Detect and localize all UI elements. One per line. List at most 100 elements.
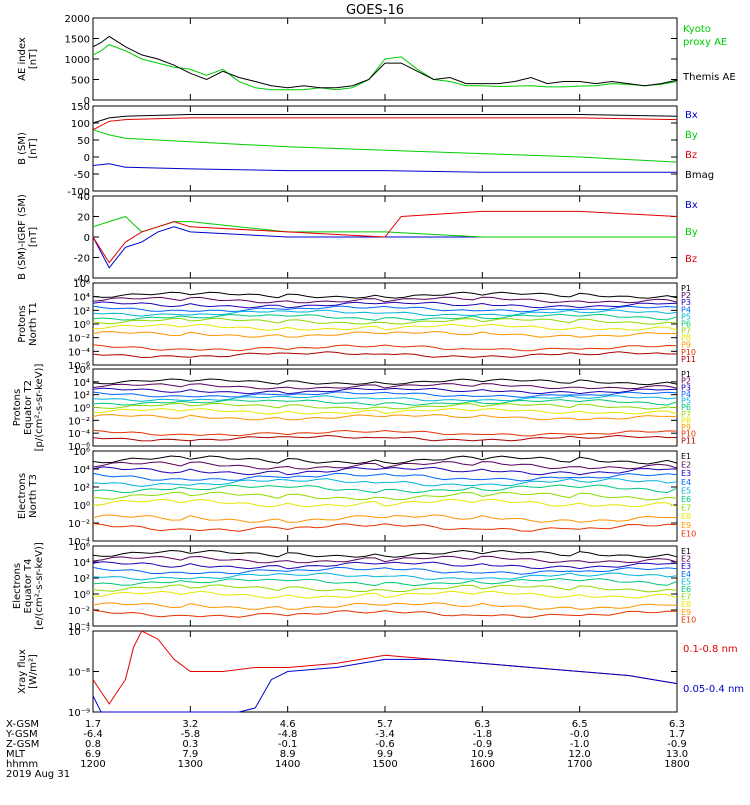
flux-line-7	[92, 590, 678, 599]
legend-item: E6	[681, 585, 691, 594]
y-axis-label: Protons	[12, 389, 23, 426]
legend-item: P2	[681, 291, 691, 300]
ephemeris-value: 13.0	[666, 749, 688, 760]
legend-item: E5	[681, 486, 691, 495]
y-axis-label: Protons	[17, 305, 28, 342]
y-tick-label: 10⁻⁸	[68, 668, 90, 679]
y-axis-label: AE index	[17, 37, 28, 81]
flux-line-8	[92, 514, 678, 523]
flux-line-4	[92, 572, 678, 581]
y-tick-label: 10⁻⁴	[68, 347, 90, 358]
series-line-1	[92, 215, 677, 238]
y-tick-label: 10⁻²	[68, 606, 90, 617]
y-tick-label: -20	[74, 254, 90, 265]
y-tick-label: 500	[71, 76, 90, 87]
panel-3: 10⁶ 10⁴ 10² 10⁰ 10⁻² 10⁻⁴ 10⁻⁶ Protons North T1 P…	[17, 279, 696, 372]
ephemeris-value: 5.7	[377, 719, 393, 730]
y-tick-label: 10⁻⁴	[68, 429, 90, 440]
flux-line-2	[92, 466, 678, 476]
flux-line-10	[92, 434, 678, 442]
y-axis-label: [nT]	[28, 227, 39, 247]
ephemeris-value: -1.0	[570, 739, 590, 750]
series-line-1	[92, 35, 678, 89]
flux-line-5	[92, 484, 678, 494]
legend-item: E8	[681, 512, 691, 521]
panel-0: 2000 1500 1000 500 0 AE index [nT]	[17, 14, 678, 107]
y-tick-label: -40	[74, 274, 90, 285]
series-line-0	[92, 226, 677, 269]
panel-7: 10⁻⁷ 10⁻⁸ 10⁻⁹ Xray flux [W/m²]	[17, 627, 678, 719]
flux-line-7	[92, 498, 678, 508]
y-tick-label: 10⁻⁶	[68, 442, 90, 453]
ephemeris-value: 0.3	[182, 739, 198, 750]
y-tick-label: 100	[71, 119, 90, 130]
flux-line-8	[92, 330, 678, 338]
flux-line-2	[92, 561, 678, 570]
legend-item: By	[685, 227, 698, 238]
flux-line-9	[92, 609, 678, 618]
legend-item: proxy AE	[683, 37, 727, 48]
legend-item: E10	[681, 615, 696, 624]
legend-item: Bz	[685, 150, 697, 161]
y-tick-label: 150	[71, 102, 90, 113]
series-line-1	[92, 129, 678, 163]
ephemeris-date: 2019 Aug 31	[6, 769, 70, 780]
ephemeris-value: 10.9	[471, 749, 493, 760]
y-axis-label: B (SM)-IGRF (SM)	[17, 194, 28, 280]
flux-line-3	[92, 391, 678, 398]
legend-item: P6	[681, 403, 691, 412]
ephemeris-value: 1400	[275, 759, 300, 770]
legend-item: P9	[681, 423, 691, 432]
ephemeris-row-label: X-GSM	[6, 719, 39, 730]
legend-item: E7	[681, 504, 691, 513]
y-tick-label: 0	[84, 233, 90, 244]
y-axis-label: Electrons	[17, 473, 28, 519]
legend-item: P7	[681, 327, 691, 336]
ephemeris-value: 1800	[664, 759, 689, 770]
legend-item: E9	[681, 521, 691, 530]
y-axis-label: [p/(cm²-s-sr-keV)]	[34, 364, 45, 452]
y-tick-label: 10⁰	[73, 320, 90, 331]
legend-item: E3	[681, 562, 691, 571]
y-tick-label: 10²	[73, 391, 90, 402]
y-tick-label: 10²	[73, 483, 90, 494]
y-tick-label: 10⁶	[73, 447, 90, 458]
flux-line-5	[92, 313, 678, 321]
y-tick-label: -50	[74, 170, 90, 181]
y-tick-label: 0	[84, 96, 90, 107]
flux-line-1	[92, 555, 678, 564]
y-tick-label: 10⁴	[73, 378, 90, 389]
ephemeris-value: -0.9	[667, 739, 687, 750]
legend-item: E8	[681, 600, 691, 609]
legend-item: Bmag	[685, 170, 714, 181]
ephemeris-value: -0.9	[473, 739, 493, 750]
ephemeris-row-label: Y-GSM	[5, 729, 38, 740]
ephemeris-row-label: hhmm	[6, 759, 38, 770]
flux-line-1	[92, 296, 678, 304]
ephemeris-value: 1.7	[85, 719, 101, 730]
ephemeris-value: 9.9	[377, 749, 393, 760]
y-tick-label: 2000	[65, 14, 90, 25]
ephemeris-value: 6.3	[669, 719, 685, 730]
legend-item: E2	[681, 461, 691, 470]
y-tick-label: 10⁴	[73, 293, 90, 304]
y-tick-label: 10⁰	[73, 590, 90, 601]
ephemeris-value: -4.8	[278, 729, 298, 740]
ephemeris-value: -0.1	[278, 739, 298, 750]
legend-item: P4	[681, 305, 691, 314]
flux-line-4	[92, 309, 678, 317]
series-line-2	[92, 210, 678, 264]
y-tick-label: 40	[77, 192, 90, 203]
ephemeris-value: 1300	[178, 759, 203, 770]
ephemeris-value: 1600	[470, 759, 495, 770]
legend-item: P2	[681, 377, 691, 386]
y-tick-label: 10⁶	[73, 542, 90, 553]
flux-line-3	[92, 305, 678, 313]
flux-line-7	[92, 323, 678, 331]
flux-line-6	[92, 584, 678, 593]
legend-item: E4	[681, 570, 691, 579]
flux-line-9	[92, 523, 678, 532]
